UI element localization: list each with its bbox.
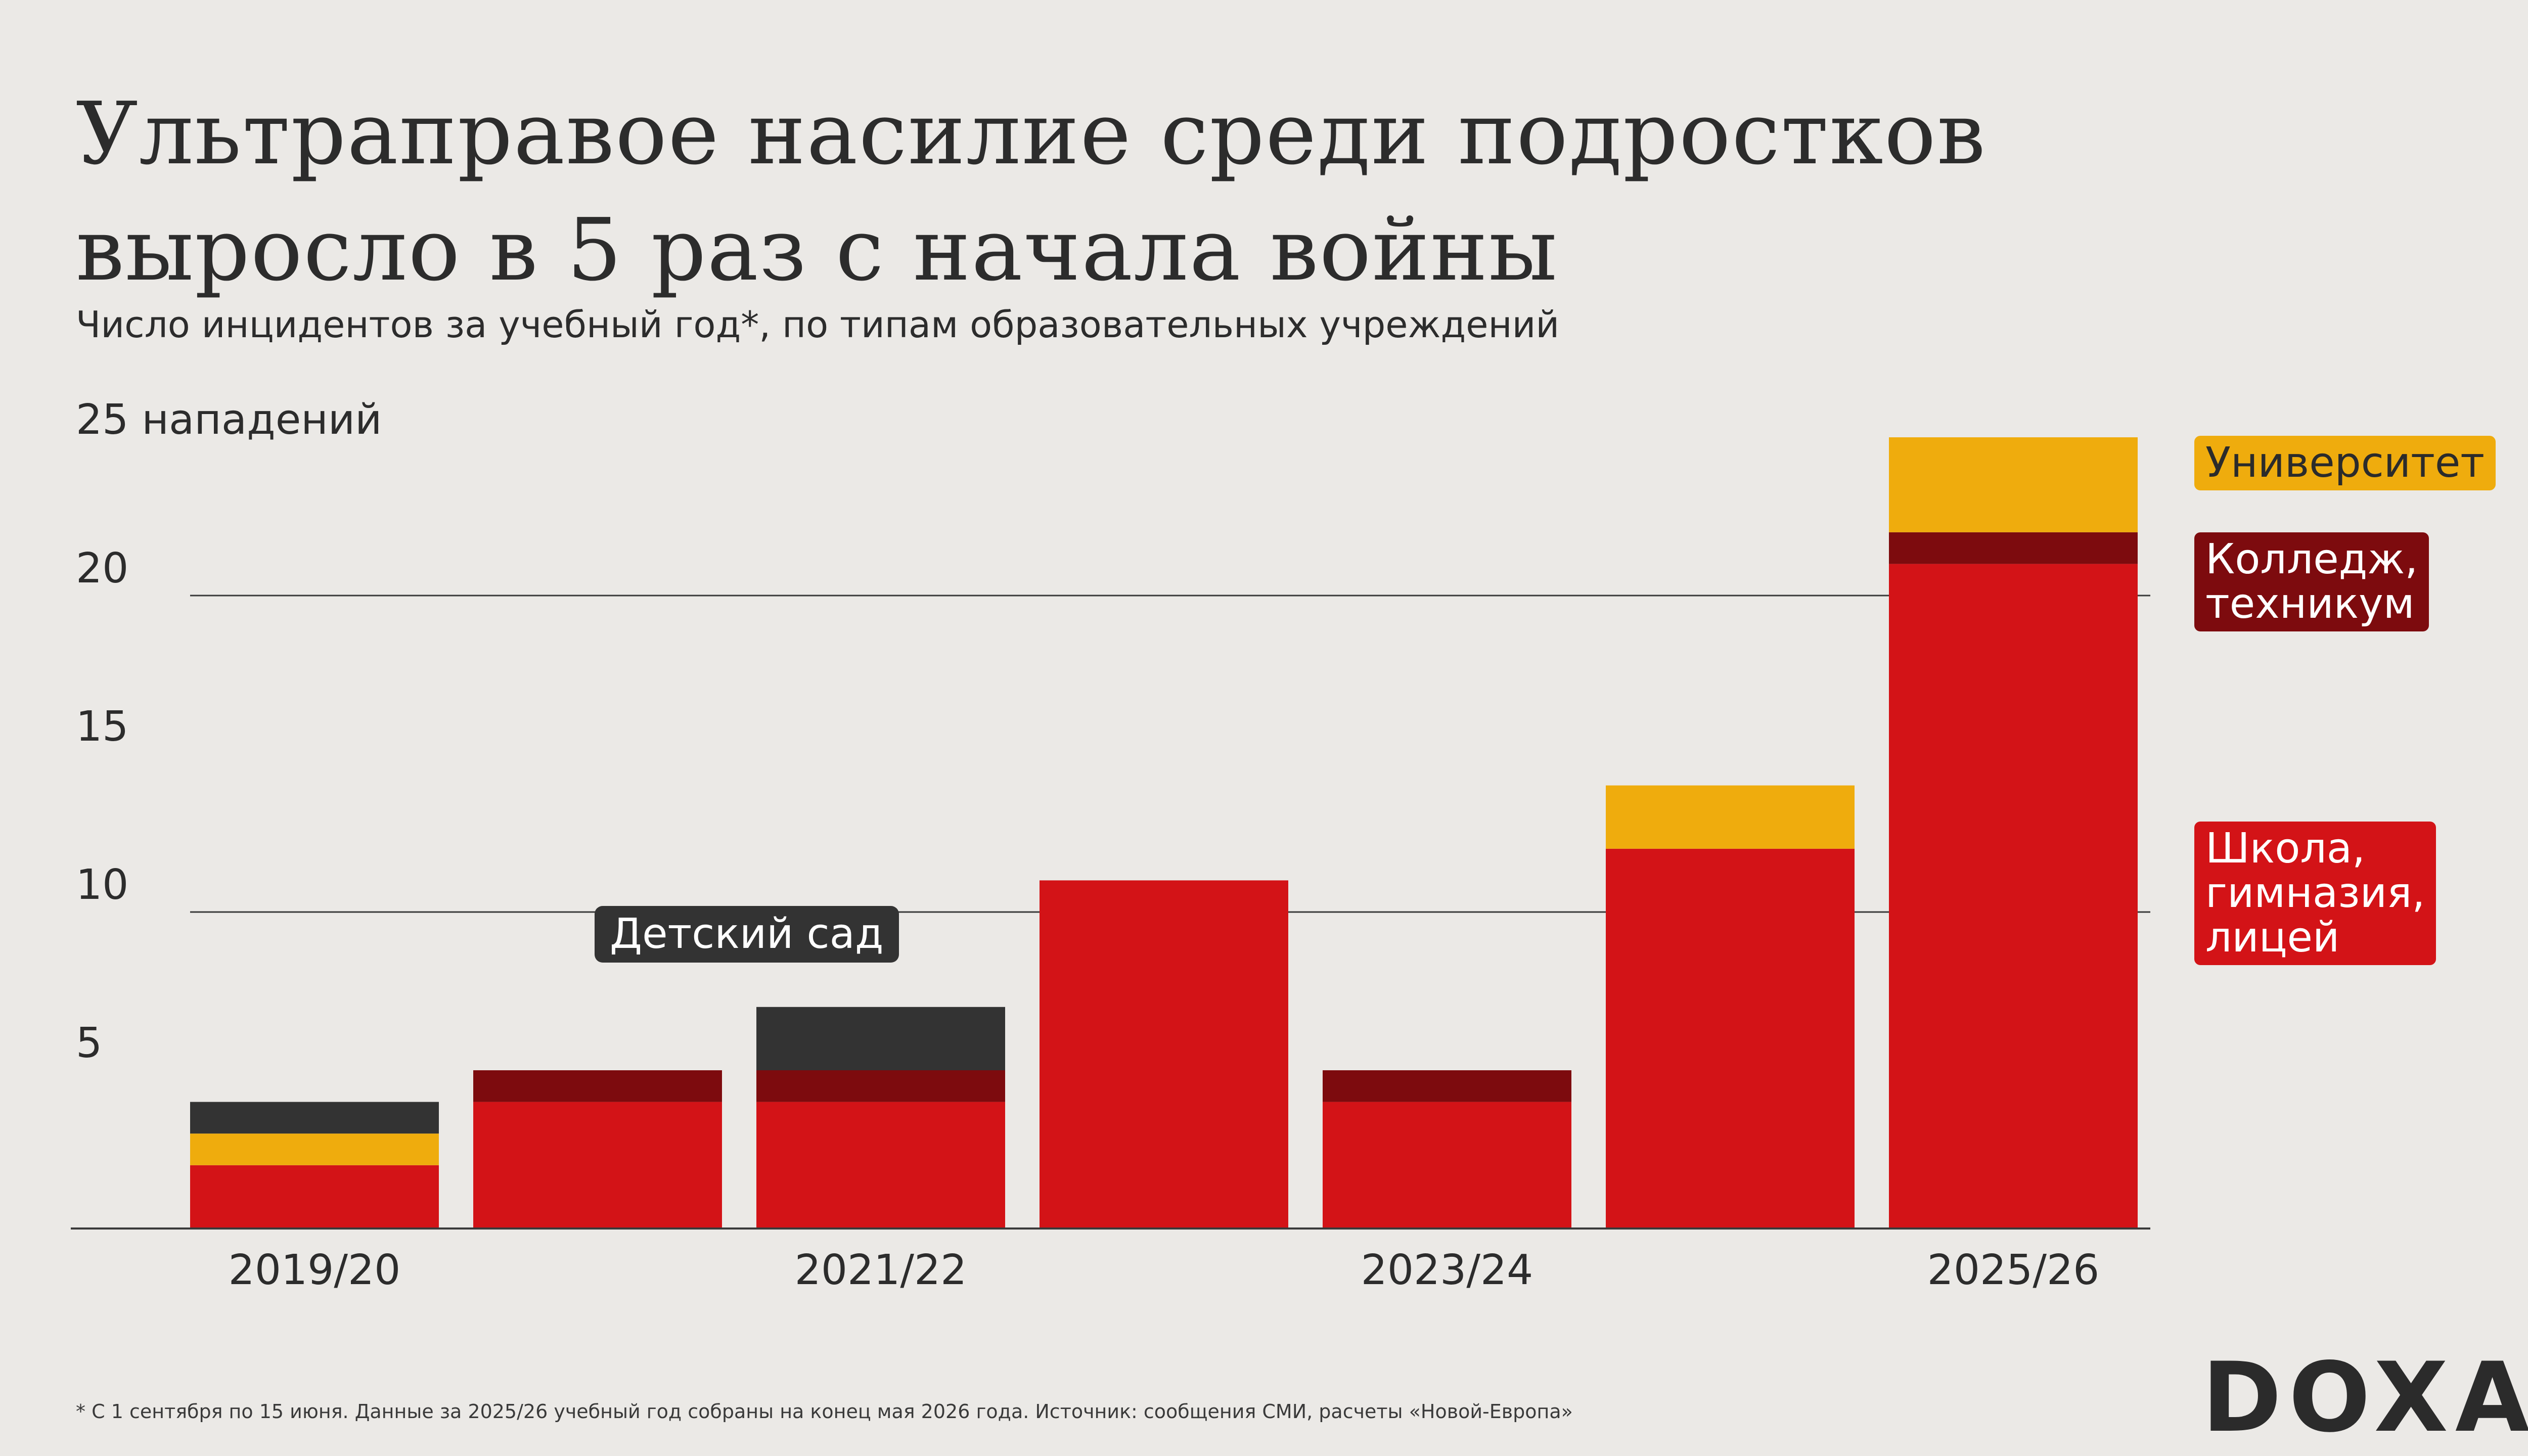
legend-kindergarten: Детский сад bbox=[595, 906, 899, 963]
doxa-logo: DOXA bbox=[2202, 1342, 2528, 1453]
footnote: * С 1 сентября по 15 июня. Данные за 202… bbox=[76, 1400, 1573, 1423]
x-tick-label: 2025/26 bbox=[1927, 1246, 2100, 1294]
title-line-2: выросло в 5 раз с начала войны bbox=[76, 200, 1558, 300]
bar-school bbox=[1040, 880, 1288, 1228]
bar-school bbox=[756, 1102, 1005, 1228]
legend-college: Колледж, техникум bbox=[2194, 532, 2429, 631]
bar-school bbox=[1889, 564, 2138, 1228]
bar-university bbox=[190, 1133, 439, 1165]
y-tick-label: 15 bbox=[76, 703, 128, 751]
bar-college bbox=[473, 1070, 722, 1102]
legend-school-line2: гимназия, bbox=[2205, 869, 2425, 917]
y-tick-label: 10 bbox=[76, 861, 128, 909]
chart-subtitle: Число инцидентов за учебный год*, по тип… bbox=[76, 303, 1560, 346]
bar-kindergarten bbox=[190, 1102, 439, 1134]
bar-school bbox=[1323, 1102, 1571, 1228]
bar-college bbox=[1323, 1070, 1571, 1102]
legend-school: Школа, гимназия, лицей bbox=[2194, 822, 2436, 965]
bar-school bbox=[473, 1102, 722, 1228]
bar-college bbox=[756, 1070, 1005, 1102]
legend-college-line2: техникум bbox=[2205, 580, 2415, 628]
legend-college-line1: Колледж, bbox=[2205, 535, 2418, 583]
bar-university bbox=[1889, 437, 2138, 532]
legend-university: Университет bbox=[2194, 436, 2496, 490]
bar-college bbox=[1889, 532, 2138, 564]
x-tick-label: 2021/22 bbox=[795, 1246, 967, 1294]
bar-school bbox=[190, 1165, 439, 1228]
bar-kindergarten bbox=[756, 1007, 1005, 1070]
legend-school-line3: лицей bbox=[2205, 914, 2340, 962]
bar-school bbox=[1606, 848, 1855, 1228]
title-line-1: Ультраправое насилие среди подростков bbox=[76, 84, 1987, 184]
legend-school-line1: Школа, bbox=[2205, 825, 2366, 873]
bar-university bbox=[1606, 785, 1855, 849]
y-tick-label: 20 bbox=[76, 544, 128, 593]
chart-title: Ультраправое насилие среди подростков выр… bbox=[76, 76, 2351, 308]
y-tick-label: 5 bbox=[76, 1019, 102, 1067]
x-tick-label: 2023/24 bbox=[1361, 1246, 1533, 1294]
y-tick-label: 25 нападений bbox=[76, 396, 382, 444]
x-tick-label: 2019/20 bbox=[229, 1246, 401, 1294]
